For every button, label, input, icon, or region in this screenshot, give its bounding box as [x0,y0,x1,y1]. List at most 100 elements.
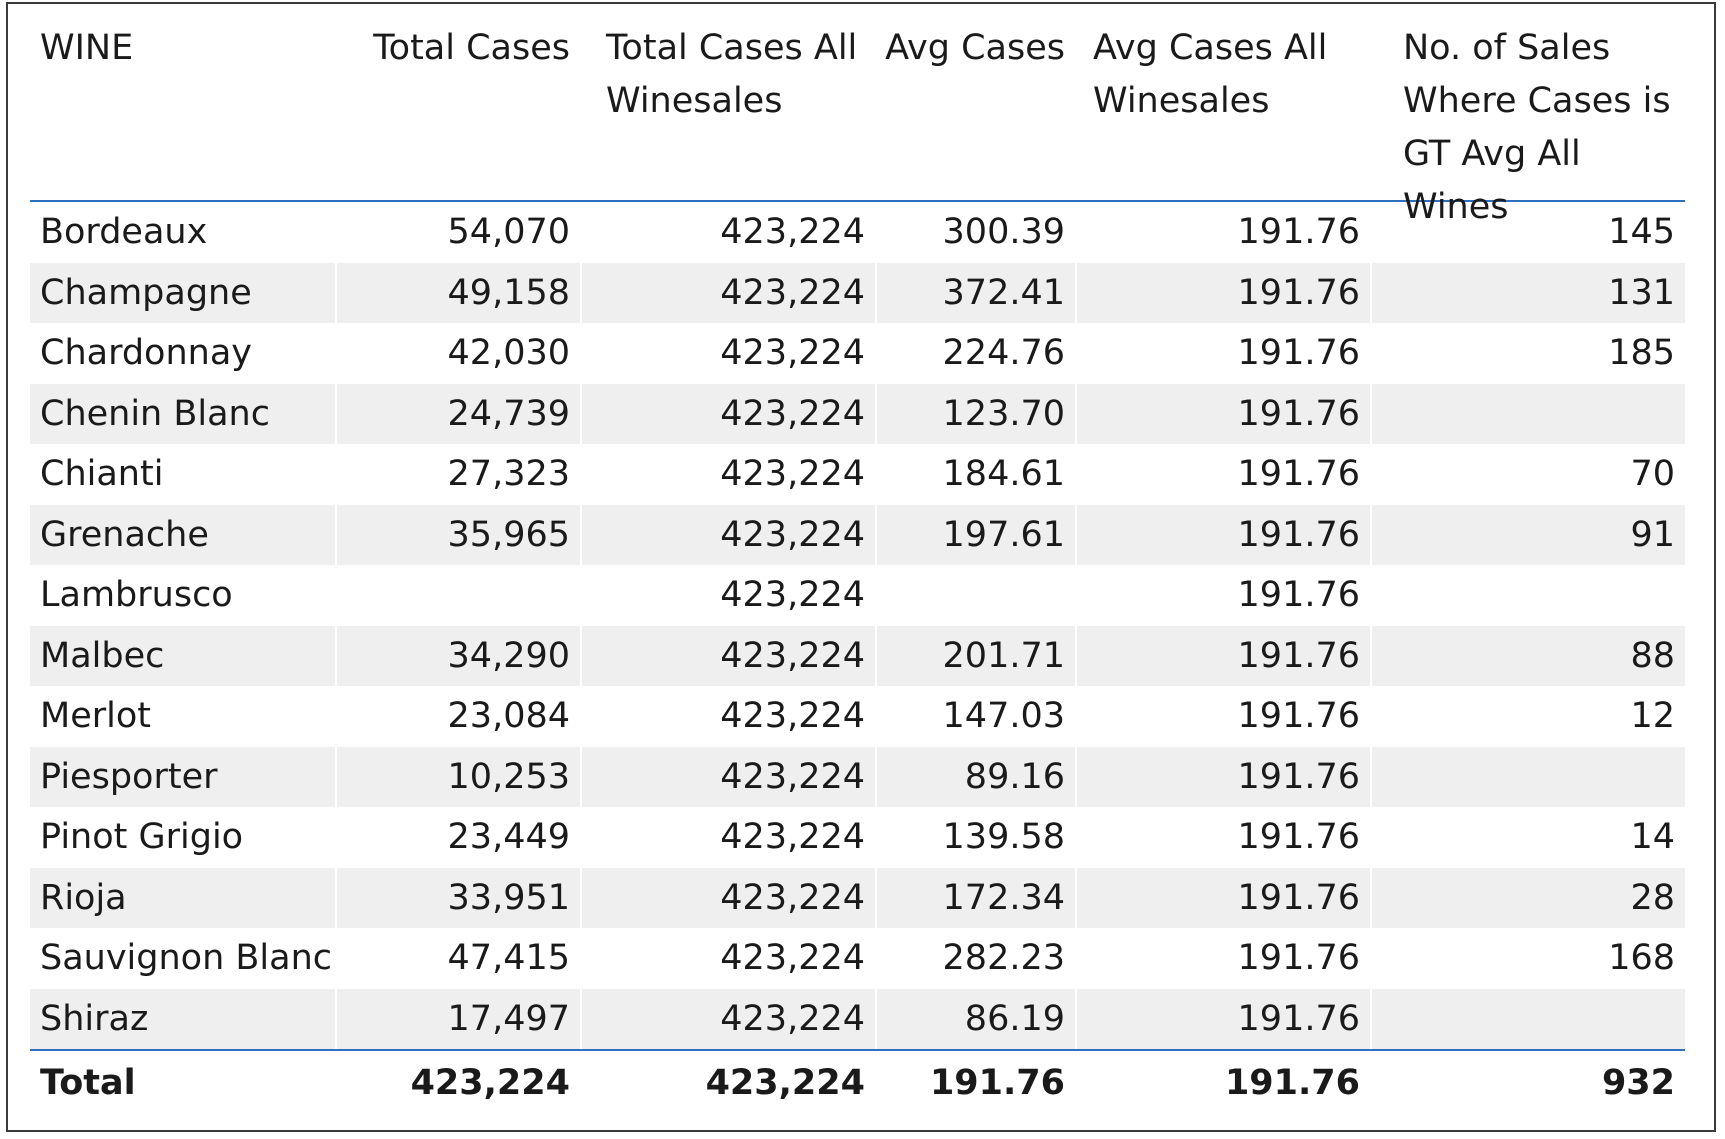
total-cases-all-winesales-cell: 423,224 [580,867,875,928]
column-header-wine[interactable]: WINE [40,28,134,68]
wine-name-cell: Shiraz [40,998,149,1039]
avg-cases-cell: 89.16 [875,746,1075,807]
wine-sales-table: WINE Total Cases Total Cases All Winesal… [30,12,1685,1115]
table-row[interactable]: Merlot 23,084 423,224 147.03 191.76 12 [30,686,1685,747]
wine-name-cell: Grenache [40,514,209,555]
total-cases-cell: 27,323 [335,444,580,505]
table-row[interactable]: Rioja 33,951 423,224 172.34 191.76 28 [30,867,1685,928]
no-of-sales-gt-avg-cell: 88 [1370,625,1685,686]
table-row[interactable]: Champagne 49,158 423,224 372.41 191.76 131 [30,262,1685,323]
total-cases-all-winesales-cell: 423,224 [580,262,875,323]
total-cases-cell: 10,253 [335,746,580,807]
total-cases-cell: 23,084 [335,686,580,747]
total-cases-cell: 35,965 [335,504,580,565]
avg-cases-cell: 139.58 [875,807,1075,868]
wine-name-cell: Malbec [40,635,165,676]
avg-cases-all-winesales-cell: 191.76 [1075,444,1370,505]
avg-cases-all-winesales-cell: 191.76 [1075,262,1370,323]
avg-cases-cell: 197.61 [875,504,1075,565]
table-row[interactable]: Piesporter 10,253 423,224 89.16 191.76 [30,746,1685,807]
no-of-sales-gt-avg-cell: 91 [1370,504,1685,565]
avg-cases-cell: 184.61 [875,444,1075,505]
total-cases-all-winesales-cell: 423,224 [580,988,875,1049]
avg-cases-cell: 172.34 [875,867,1075,928]
avg-cases-cell: 123.70 [875,383,1075,444]
wine-name-cell: Merlot [40,696,151,737]
avg-cases-all-winesales-cell: 191.76 [1075,686,1370,747]
no-of-sales-gt-avg-cell: 168 [1370,928,1685,989]
total-cases-all-winesales-cell: 423,224 [580,686,875,747]
avg-cases-all-winesales-cell: 191.76 [1075,807,1370,868]
table-body: Bordeaux 54,070 423,224 300.39 191.76 145 Cham… [30,202,1685,1049]
total-cases-cell: 47,415 [335,928,580,989]
no-of-sales-gt-avg-cell: 12 [1370,686,1685,747]
total-label: Total [40,1063,136,1103]
no-of-sales-gt-avg-cell: 14 [1370,807,1685,868]
total-cases-all-winesales-cell: 423,224 [580,323,875,384]
wine-name-cell: Pinot Grigio [40,817,244,858]
total-cases-all-winesales-cell: 423,224 [580,383,875,444]
wine-name-cell: Sauvignon Blanc [40,938,333,979]
wine-name-cell: Chenin Blanc [40,393,270,434]
avg-cases-cell: 224.76 [875,323,1075,384]
total-cases-cell [335,565,580,626]
no-of-sales-gt-avg-cell: 131 [1370,262,1685,323]
total-total-cases: 423,224 [410,1063,570,1103]
avg-cases-all-winesales-cell: 191.76 [1075,988,1370,1049]
total-cases-all-winesales-cell: 423,224 [580,807,875,868]
avg-cases-all-winesales-cell: 191.76 [1075,202,1370,263]
no-of-sales-gt-avg-cell: 70 [1370,444,1685,505]
wine-name-cell: Chianti [40,454,164,495]
table-row[interactable]: Malbec 34,290 423,224 201.71 191.76 88 [30,625,1685,686]
table-row[interactable]: Pinot Grigio 23,449 423,224 139.58 191.76 14 [30,807,1685,868]
total-no-of-sales-gt-avg: 932 [1601,1063,1675,1103]
no-of-sales-gt-avg-cell [1370,746,1685,807]
column-header-avg-cases[interactable]: Avg Cases [885,28,1065,68]
table-header-row: WINE Total Cases Total Cases All Winesal… [30,12,1685,227]
avg-cases-all-winesales-cell: 191.76 [1075,565,1370,626]
total-cases-all-winesales-cell: 423,224 [580,746,875,807]
wine-name-cell: Champagne [40,272,252,313]
wine-name-cell: Piesporter [40,756,218,797]
avg-cases-cell: 147.03 [875,686,1075,747]
total-avg-cases: 191.76 [929,1063,1065,1103]
avg-cases-all-winesales-cell: 191.76 [1075,928,1370,989]
table-row[interactable]: Chianti 27,323 423,224 184.61 191.76 70 [30,444,1685,505]
column-header-total-cases[interactable]: Total Cases [373,28,570,68]
avg-cases-all-winesales-cell: 191.76 [1075,867,1370,928]
table-row[interactable]: Chenin Blanc 24,739 423,224 123.70 191.76 [30,383,1685,444]
avg-cases-cell: 372.41 [875,262,1075,323]
wine-name-cell: Lambrusco [40,575,233,616]
total-avg-cases-all-winesales: 191.76 [1224,1063,1360,1103]
table-row[interactable]: Lambrusco 423,224 191.76 [30,565,1685,626]
table-row[interactable]: Sauvignon Blanc 47,415 423,224 282.23 191.76… [30,928,1685,989]
total-cases-cell: 49,158 [335,262,580,323]
wine-name-cell: Bordeaux [40,212,208,253]
column-header-avg-cases-all-winesales[interactable]: Avg Cases All Winesales [1093,28,1328,121]
table-row[interactable]: Grenache 35,965 423,224 197.61 191.76 91 [30,504,1685,565]
avg-cases-all-winesales-cell: 191.76 [1075,323,1370,384]
avg-cases-cell: 282.23 [875,928,1075,989]
wine-name-cell: Chardonnay [40,333,252,374]
table-total-row: Total 423,224 423,224 191.76 191.76 932 [30,1049,1685,1115]
no-of-sales-gt-avg-cell: 28 [1370,867,1685,928]
wine-name-cell: Rioja [40,877,127,918]
no-of-sales-gt-avg-cell [1370,565,1685,626]
table-row[interactable]: Chardonnay 42,030 423,224 224.76 191.76 185 [30,323,1685,384]
total-cases-cell: 34,290 [335,625,580,686]
total-cases-cell: 17,497 [335,988,580,1049]
table-row[interactable]: Shiraz 17,497 423,224 86.19 191.76 [30,988,1685,1049]
table-row[interactable]: Bordeaux 54,070 423,224 300.39 191.76 145 [30,202,1685,263]
no-of-sales-gt-avg-cell [1370,988,1685,1049]
total-cases-cell: 54,070 [335,202,580,263]
table-visual-frame [6,2,1716,1132]
avg-cases-all-winesales-cell: 191.76 [1075,504,1370,565]
total-cases-all-winesales-cell: 423,224 [580,565,875,626]
avg-cases-cell [875,565,1075,626]
column-header-total-cases-all-winesales[interactable]: Total Cases All Winesales [606,28,858,121]
no-of-sales-gt-avg-cell: 145 [1370,202,1685,263]
avg-cases-cell: 86.19 [875,988,1075,1049]
column-header-no-of-sales-gt-avg[interactable]: No. of Sales Where Cases is GT Avg All W… [1403,28,1671,227]
no-of-sales-gt-avg-cell [1370,383,1685,444]
total-cases-cell: 24,739 [335,383,580,444]
